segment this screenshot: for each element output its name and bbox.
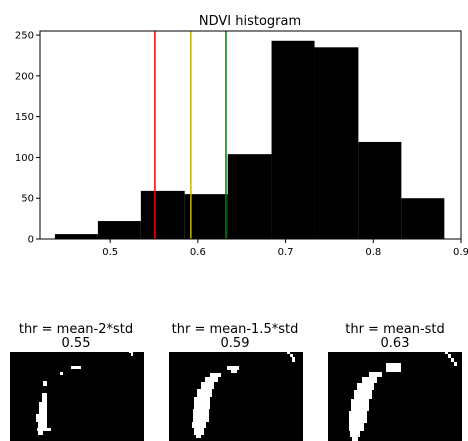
x-tick-label: 0.6: [190, 247, 206, 258]
panel-3-title: thr = mean-std: [345, 322, 445, 337]
mask-image-panel-3: [328, 346, 462, 441]
panel-1-title: thr = mean-2*std: [19, 322, 133, 337]
y-tick-label: 150: [15, 112, 34, 123]
histogram-bar-5: [227, 154, 272, 239]
histogram-bars: [54, 40, 445, 240]
mask-image-panel-2: [169, 346, 303, 441]
histogram-bar-1: [54, 234, 98, 239]
x-axis-ticks: 0.5 0.6 0.7 0.8 0.9: [102, 239, 468, 258]
y-tick-label: 250: [15, 31, 34, 42]
panel-2-threshold: 0.59: [221, 336, 250, 351]
histogram-bar-6: [271, 40, 315, 239]
mask-image-panel-1: [10, 348, 144, 441]
panel-2-title: thr = mean-1.5*std: [172, 322, 299, 337]
y-tick-label: 200: [15, 71, 34, 82]
x-tick-label: 0.8: [365, 247, 381, 258]
histogram-bar-7: [314, 47, 359, 240]
histogram-bar-2: [97, 221, 141, 239]
panel-3-threshold: 0.63: [381, 336, 410, 351]
threshold-lines: [154, 31, 227, 239]
y-tick-label: 50: [21, 194, 34, 205]
y-axis-ticks: 0 50 100 150 200 250: [15, 31, 40, 246]
y-tick-label: 0: [28, 235, 34, 246]
y-tick-label: 100: [15, 153, 34, 164]
histogram-bar-3: [140, 190, 185, 239]
x-tick-label: 0.5: [102, 247, 118, 258]
panel-1-threshold: 0.55: [62, 336, 91, 351]
x-tick-label: 0.9: [453, 247, 468, 258]
histogram-bar-8: [358, 141, 402, 239]
histogram-bar-9: [401, 198, 445, 239]
histogram-title: NDVI histogram: [199, 14, 301, 29]
histogram-bar-4: [184, 194, 228, 239]
histogram-axes-frame: [39, 30, 462, 240]
x-tick-label: 0.7: [278, 247, 294, 258]
